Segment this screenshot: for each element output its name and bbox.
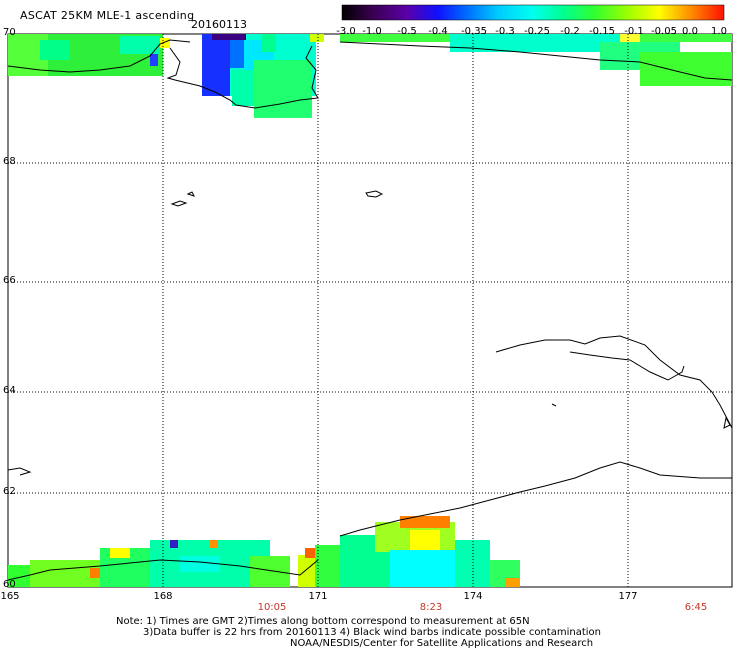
lon-label: 168: [153, 591, 173, 602]
note-line-1: Note: 1) Times are GMT 2)Times along bot…: [116, 616, 530, 627]
colorbar-label: -0.5: [397, 26, 417, 37]
colorbar-label: -0.1: [624, 26, 644, 37]
lat-label: 62: [3, 486, 16, 497]
map-title: ASCAT 25KM MLE-1 ascending: [20, 9, 195, 22]
lon-label: 174: [463, 591, 483, 602]
swath-bottom-left: [8, 540, 290, 587]
lat-label: 66: [3, 275, 16, 286]
lat-label: 64: [3, 385, 16, 396]
lon-label: 165: [0, 591, 20, 602]
colorbar-label: -0.3: [495, 26, 515, 37]
pass-time: 8:23: [419, 602, 443, 613]
colorbar-label: -0.05: [651, 26, 677, 37]
swath-top-right: [340, 34, 732, 86]
map-frame: [7, 33, 733, 588]
graticule: [8, 34, 732, 587]
lon-label: 171: [308, 591, 328, 602]
swath-top-center: [202, 34, 324, 118]
colorbar-label: -1.0: [362, 26, 382, 37]
coastline: [7, 39, 733, 581]
note-line-2: 3)Data buffer is 22 hrs from 20160113 4)…: [143, 627, 601, 638]
colorbar-label: -0.2: [560, 26, 580, 37]
colorbar: [341, 4, 725, 21]
colorbar-label: -0.25: [524, 26, 550, 37]
swath-bottom-right: [298, 516, 520, 587]
colorbar-label: 1.0: [711, 26, 727, 37]
swath-top-left: [8, 34, 170, 76]
lat-label: 70: [3, 27, 16, 38]
colorbar-label: -0.35: [461, 26, 487, 37]
lat-label: 60: [3, 579, 16, 590]
lon-label: 177: [618, 591, 638, 602]
colorbar-label: -3.0: [336, 26, 356, 37]
colorbar-label: 0.0: [682, 26, 698, 37]
note-line-3: NOAA/NESDIS/Center for Satellite Applica…: [290, 638, 594, 649]
colorbar-label: -0.15: [589, 26, 615, 37]
map-date: 20160113: [191, 18, 247, 31]
pass-time: 6:45: [684, 602, 708, 613]
lat-label: 68: [3, 156, 16, 167]
pass-time: 10:05: [257, 602, 287, 613]
colorbar-label: -0.4: [428, 26, 448, 37]
